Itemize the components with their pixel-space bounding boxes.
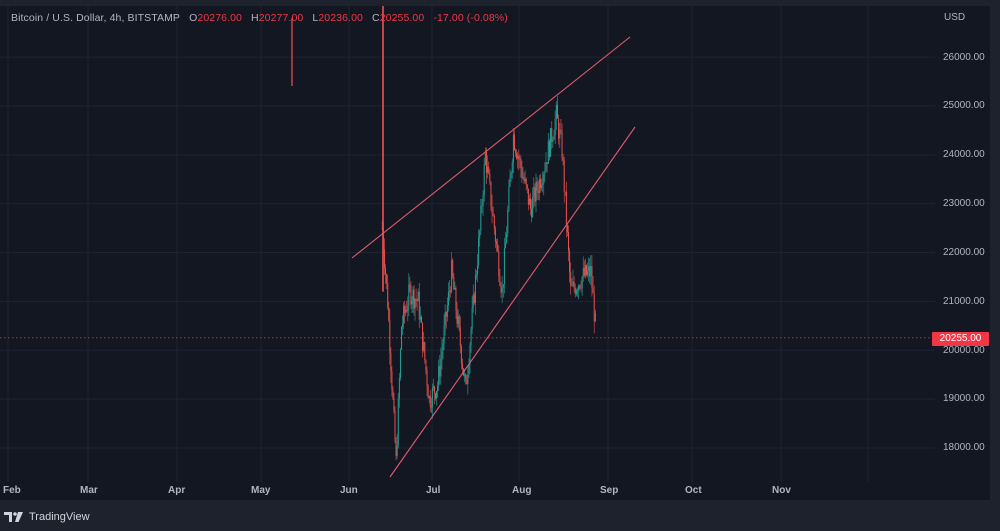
- low-label: L: [312, 12, 319, 24]
- price-chart-canvas[interactable]: [0, 6, 935, 482]
- time-tick: Jul: [426, 485, 441, 496]
- high-value: 20277.00: [258, 12, 304, 24]
- tradingview-logo-icon: [4, 512, 23, 522]
- close-value: 20255.00: [379, 12, 425, 24]
- right-border: [990, 0, 1000, 500]
- time-tick: Feb: [3, 485, 21, 496]
- price-tick: 19000.00: [943, 393, 985, 404]
- brand-name: TradingView: [29, 511, 90, 523]
- close-label: C: [372, 12, 380, 24]
- time-tick: Apr: [168, 485, 186, 496]
- high-label: H: [251, 12, 259, 24]
- change-value: -17.00 (-0.08%): [433, 12, 508, 24]
- price-tick: 18000.00: [943, 442, 985, 453]
- price-tick: 20000.00: [943, 345, 985, 356]
- time-tick: Oct: [685, 485, 702, 496]
- current-price-badge: 20255.00: [932, 332, 989, 346]
- low-value: 20236.00: [318, 12, 363, 24]
- price-axis[interactable]: [935, 6, 991, 482]
- symbol-legend: Bitcoin / U.S. Dollar, 4h, BITSTAMP O202…: [11, 12, 508, 24]
- tradingview-logo[interactable]: TradingView: [4, 511, 90, 523]
- price-tick: 21000.00: [943, 296, 985, 307]
- price-tick: 25000.00: [943, 100, 985, 111]
- price-tick: 22000.00: [943, 247, 985, 258]
- time-tick: May: [251, 485, 271, 496]
- time-tick: Nov: [772, 485, 791, 496]
- price-tick: 24000.00: [943, 149, 985, 160]
- open-value: 20276.00: [197, 12, 242, 24]
- chart-pane[interactable]: [0, 0, 1000, 500]
- open-label: O: [189, 12, 198, 24]
- price-tick: 23000.00: [943, 198, 985, 209]
- top-strip: [0, 0, 1000, 6]
- symbol-title: Bitcoin / U.S. Dollar, 4h, BITSTAMP: [11, 12, 181, 24]
- time-tick: Aug: [512, 485, 532, 496]
- time-tick: Mar: [80, 485, 98, 496]
- footer-bar: [0, 500, 1000, 531]
- time-tick: Jun: [340, 485, 358, 496]
- price-tick: 26000.00: [943, 52, 985, 63]
- time-tick: Sep: [600, 485, 619, 496]
- currency-label: USD: [944, 12, 966, 23]
